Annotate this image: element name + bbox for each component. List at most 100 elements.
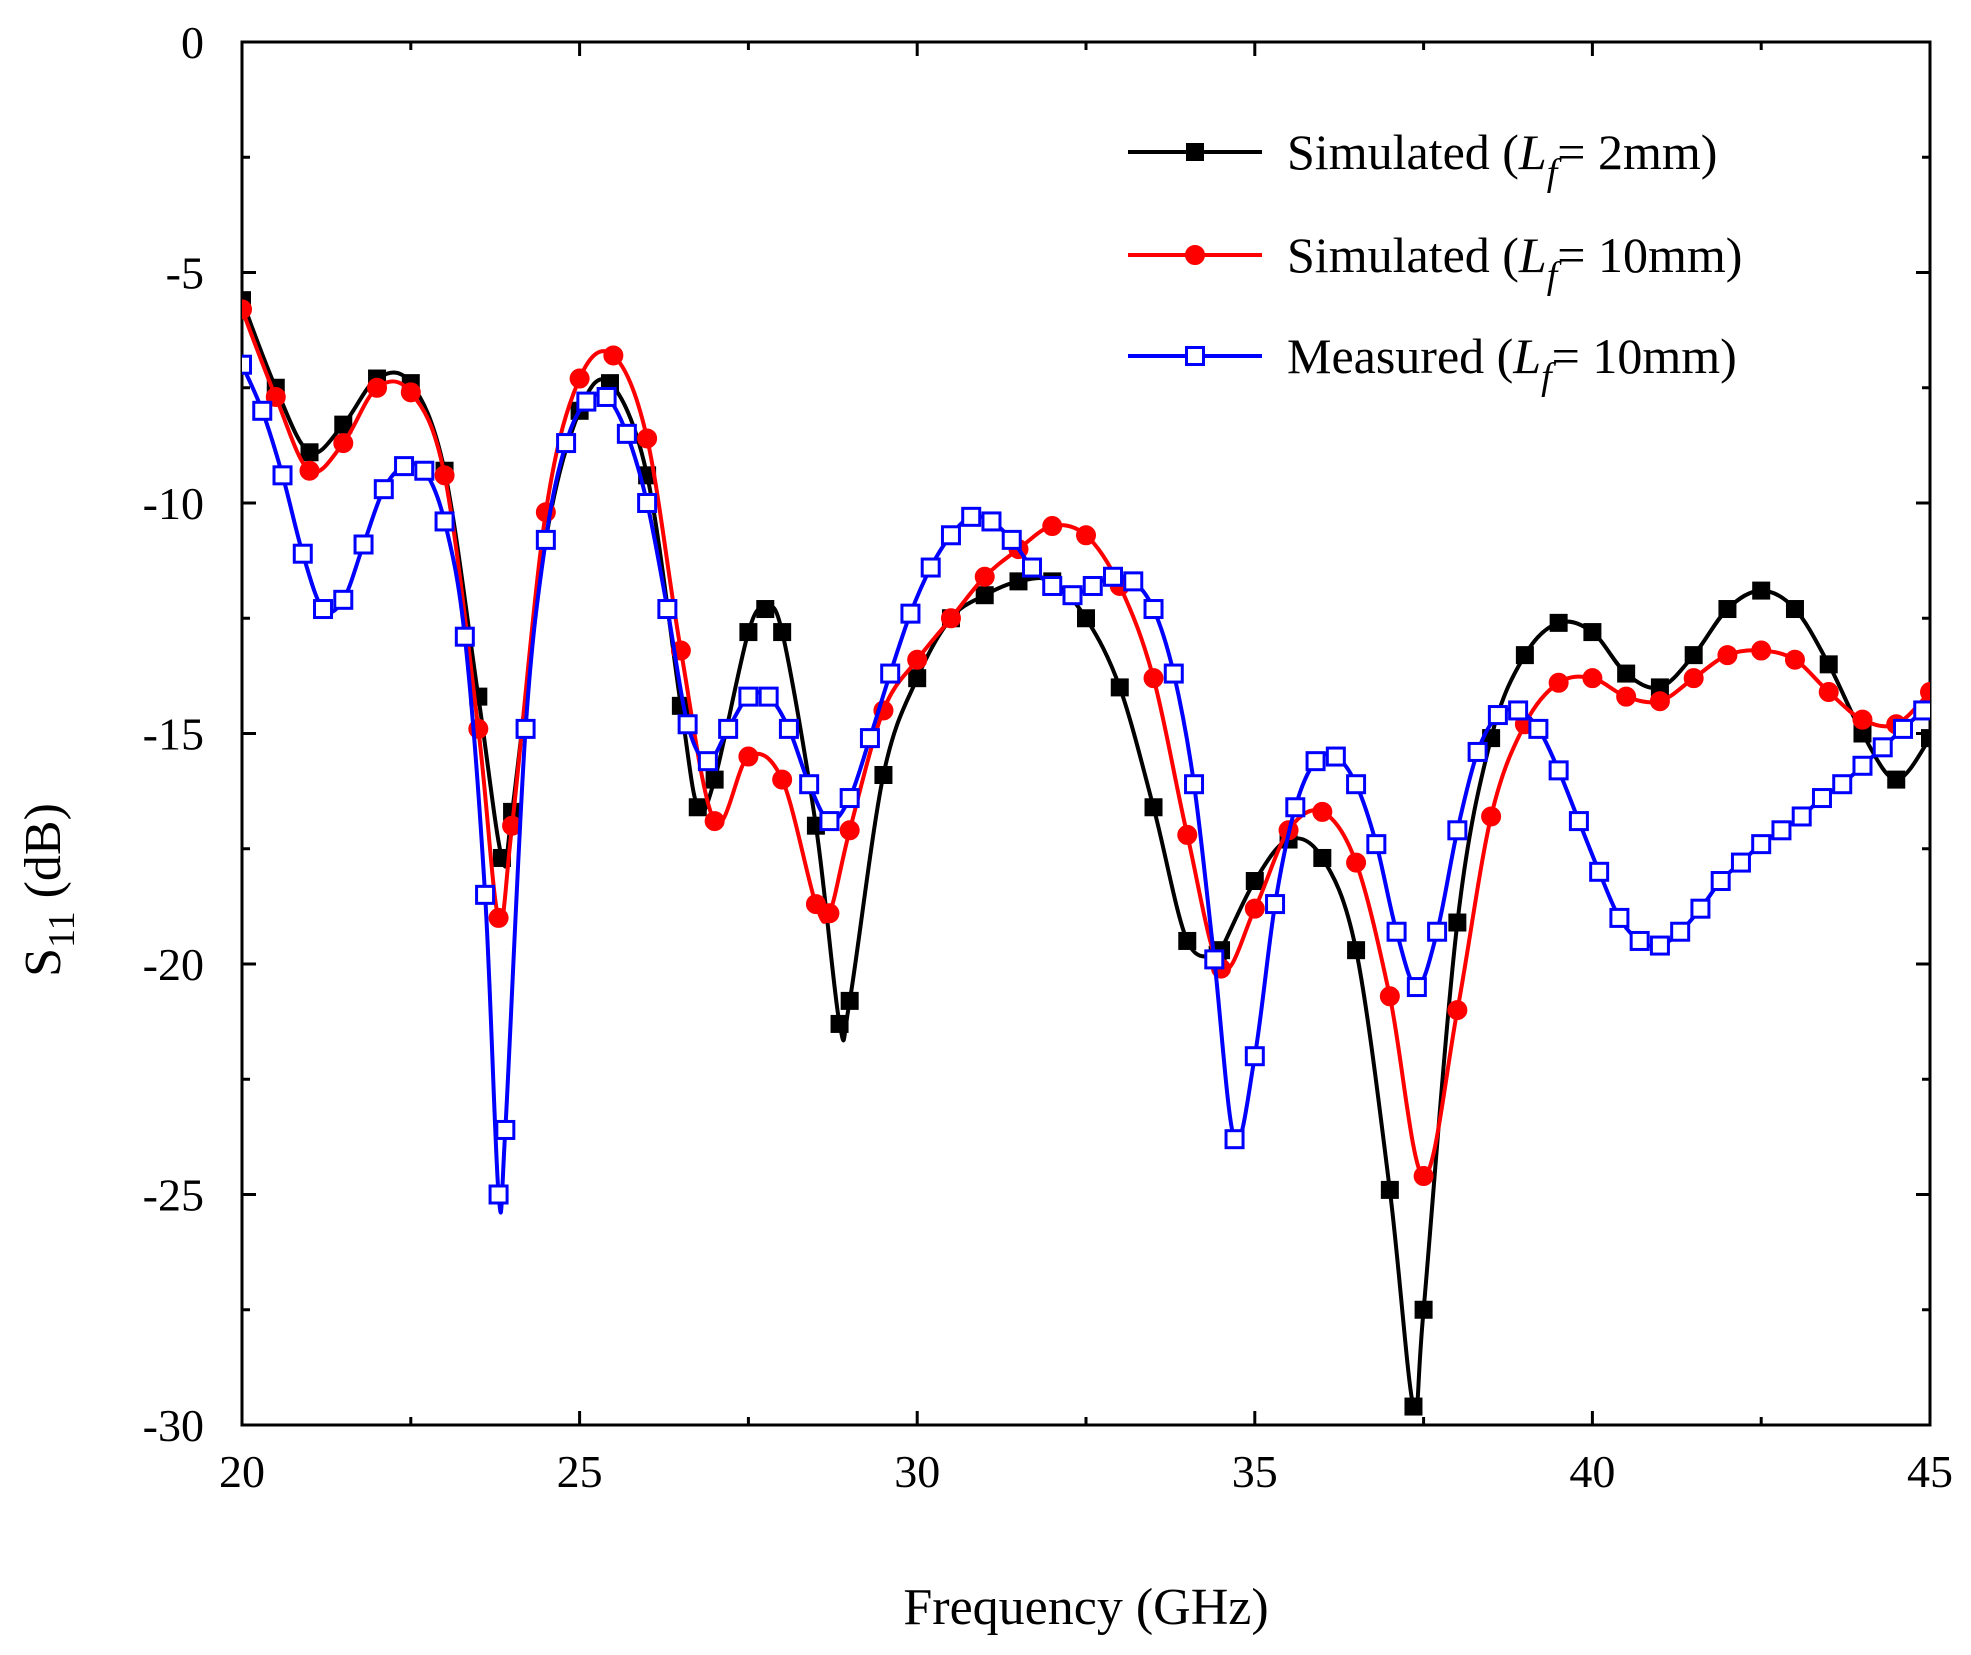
data-point [900, 603, 921, 624]
x-tick-label: 30 [894, 1446, 940, 1497]
data-point [1717, 645, 1738, 666]
x-tick-label: 25 [557, 1446, 603, 1497]
data-point [778, 718, 799, 739]
data-point [1785, 600, 1804, 619]
data-point [1076, 525, 1096, 546]
data-point [1143, 599, 1164, 620]
data-point [839, 820, 860, 841]
data-point [830, 1014, 849, 1033]
data-point [1427, 921, 1448, 942]
legend-marker [1185, 346, 1205, 366]
data-point [718, 718, 739, 739]
data-point [333, 589, 354, 610]
legend-label-prefix: Measured ( [1287, 328, 1513, 384]
data-point [1406, 977, 1427, 998]
data-point [1771, 820, 1792, 841]
data-point [1244, 1046, 1265, 1067]
data-point [1224, 1129, 1245, 1150]
data-point [773, 623, 792, 642]
data-point [908, 669, 927, 688]
data-point [576, 391, 597, 412]
data-point [1103, 566, 1124, 587]
data-point [1718, 600, 1737, 619]
data-point [907, 649, 928, 670]
data-point [1413, 1166, 1434, 1187]
legend-item: Simulated (Lf= 10mm) [1128, 227, 1742, 297]
data-point [400, 382, 421, 403]
data-point [1548, 760, 1569, 781]
data-point [688, 798, 707, 817]
data-point [920, 557, 941, 578]
data-point [1872, 737, 1893, 758]
legend-item: Measured (Lf= 10mm) [1128, 328, 1737, 398]
data-point [975, 586, 994, 605]
data-point [1710, 871, 1731, 892]
data-point [1629, 930, 1650, 951]
legend-label: Simulated (Lf= 10mm) [1287, 227, 1742, 297]
data-point [1244, 898, 1265, 919]
data-point [272, 465, 293, 486]
data-point [704, 811, 725, 832]
data-point [1467, 741, 1488, 762]
x-tick-label: 40 [1569, 1446, 1615, 1497]
y-tick-label: -10 [143, 478, 204, 529]
data-point [1110, 678, 1129, 697]
data-point [1366, 834, 1387, 855]
legend-marker [1186, 143, 1204, 161]
x-tick-label: 35 [1232, 1446, 1278, 1497]
data-point [657, 599, 678, 620]
data-point [454, 626, 475, 647]
data-point [1021, 557, 1042, 578]
data-point [1818, 682, 1839, 703]
data-point [1730, 852, 1751, 873]
x-axis-title: Frequency (GHz) [903, 1579, 1268, 1636]
data-point [1245, 872, 1264, 891]
data-point [1920, 682, 1930, 703]
data-point [1751, 640, 1772, 661]
data-point [1062, 585, 1083, 606]
data-point [1670, 921, 1691, 942]
data-point [1285, 797, 1306, 818]
y-axis-title: S11 (dB) [15, 803, 83, 977]
data-point [1265, 894, 1286, 915]
data-point [697, 751, 718, 772]
data-point [1184, 774, 1205, 795]
data-point [1481, 806, 1502, 827]
data-point [739, 623, 758, 642]
data-point [242, 354, 252, 375]
data-point [1752, 581, 1771, 600]
data-point [1325, 746, 1346, 767]
data-point [1163, 663, 1184, 684]
data-point [1346, 852, 1367, 873]
data-point [488, 907, 509, 928]
legend: Simulated (Lf= 2mm) Simulated (Lf= 10mm) M… [1128, 124, 1742, 398]
data-point [1690, 898, 1711, 919]
data-point [1617, 664, 1636, 683]
data-point [1515, 646, 1534, 665]
legend-label-suffix: = 10mm) [1557, 227, 1742, 283]
data-point [859, 728, 880, 749]
data-point [1649, 691, 1670, 712]
data-point [1583, 623, 1602, 642]
data-point [1380, 1180, 1399, 1199]
legend-label-suffix: = 10mm) [1552, 328, 1737, 384]
data-point [333, 433, 354, 454]
data-point [1609, 907, 1630, 928]
legend-label-var: L [1512, 328, 1541, 384]
data-point [1077, 609, 1095, 628]
data-point [1487, 705, 1508, 726]
data-point [940, 608, 961, 629]
data-point [1832, 774, 1853, 795]
data-point [738, 746, 759, 767]
data-point [1684, 646, 1703, 665]
data-point [515, 718, 536, 739]
legend-marker [1185, 245, 1205, 265]
legend-label-prefix: Simulated ( [1287, 124, 1519, 180]
data-point [799, 774, 820, 795]
data-point [1414, 1300, 1433, 1319]
data-point [961, 506, 982, 527]
data-point [299, 460, 320, 481]
data-point [1819, 655, 1838, 674]
data-point [874, 765, 893, 784]
